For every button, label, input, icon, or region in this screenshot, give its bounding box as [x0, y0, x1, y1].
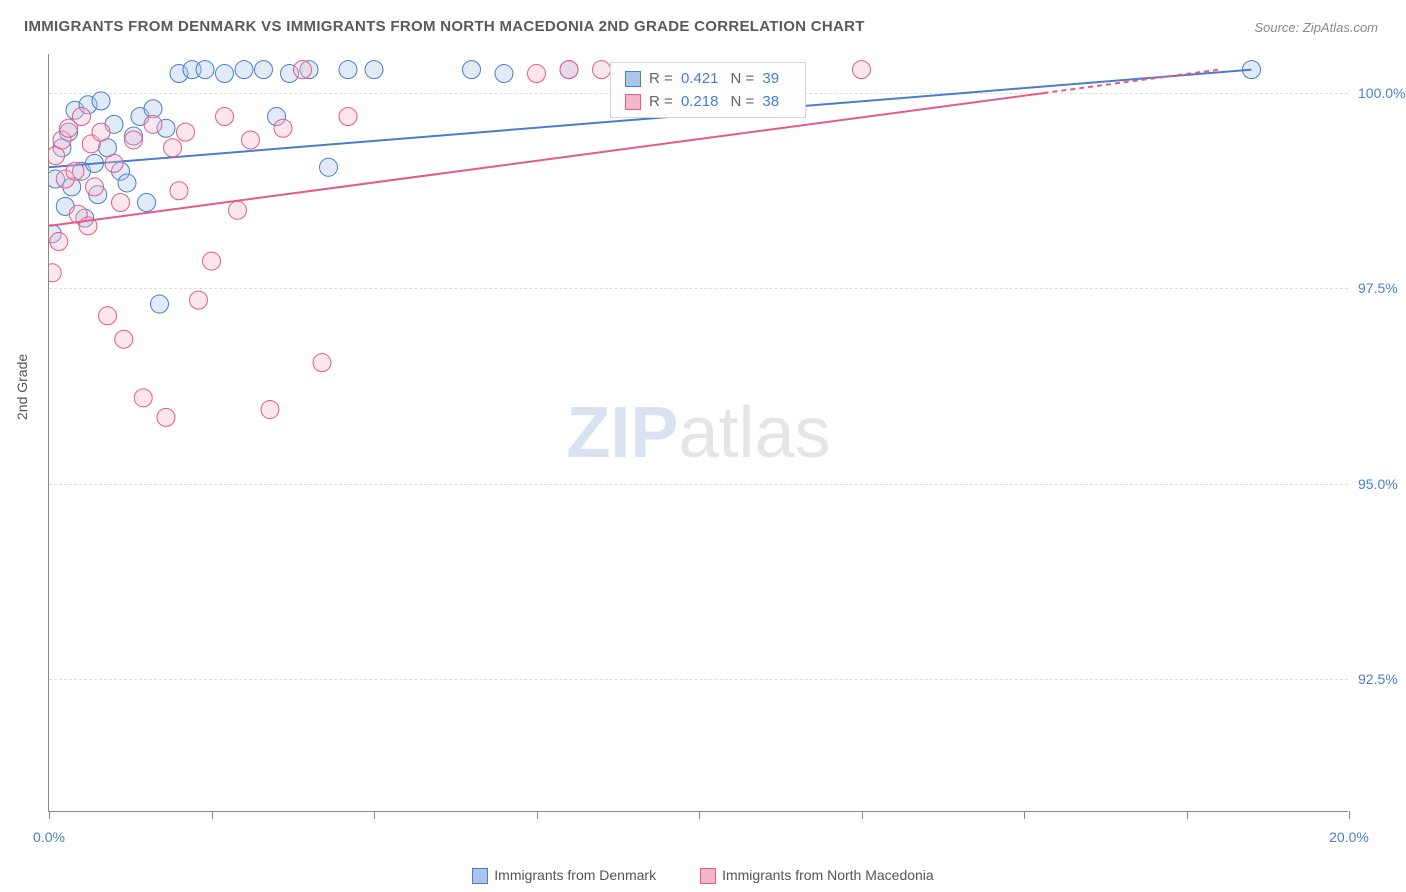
- data-point: [118, 174, 136, 192]
- xtick: [49, 811, 50, 819]
- source-label: Source: ZipAtlas.com: [1254, 20, 1378, 35]
- data-point: [560, 61, 578, 79]
- data-point: [339, 108, 357, 126]
- data-point: [242, 131, 260, 149]
- xtick: [862, 811, 863, 819]
- data-point: [115, 330, 133, 348]
- data-point: [274, 119, 292, 137]
- xtick: [374, 811, 375, 819]
- data-point: [216, 108, 234, 126]
- chart-title: IMMIGRANTS FROM DENMARK VS IMMIGRANTS FR…: [24, 18, 865, 35]
- xtick: [699, 811, 700, 819]
- data-point: [528, 65, 546, 83]
- plot-area: ZIPatlas 92.5%95.0%97.5%100.0%0.0%20.0%: [48, 54, 1348, 812]
- legend-item: Immigrants from Denmark: [472, 867, 656, 883]
- data-point: [105, 154, 123, 172]
- data-point: [495, 65, 513, 83]
- data-point: [216, 65, 234, 83]
- data-point: [86, 178, 104, 196]
- ytick-label: 97.5%: [1358, 280, 1406, 296]
- stat-n-value: 39: [762, 70, 779, 87]
- data-point: [196, 61, 214, 79]
- y-axis-label: 2nd Grade: [14, 354, 30, 420]
- data-point: [593, 61, 611, 79]
- data-point: [138, 193, 156, 211]
- stat-r-value: 0.218: [681, 93, 719, 110]
- data-point: [144, 115, 162, 133]
- xtick-label: 0.0%: [33, 829, 65, 845]
- stat-r-label: R =: [649, 70, 677, 87]
- data-point: [190, 291, 208, 309]
- data-point: [66, 162, 84, 180]
- data-point: [125, 131, 143, 149]
- data-point: [235, 61, 253, 79]
- ytick-label: 92.5%: [1358, 671, 1406, 687]
- data-point: [320, 158, 338, 176]
- xtick-label: 20.0%: [1329, 829, 1369, 845]
- data-point: [73, 108, 91, 126]
- data-point: [229, 201, 247, 219]
- legend-label: Immigrants from North Macedonia: [722, 867, 934, 883]
- data-point: [261, 401, 279, 419]
- chart-svg: [49, 54, 1349, 812]
- data-point: [50, 233, 68, 251]
- stat-n-label: N =: [730, 70, 758, 87]
- stat-n-value: 38: [762, 93, 779, 110]
- data-point: [157, 408, 175, 426]
- data-point: [134, 389, 152, 407]
- data-point: [164, 139, 182, 157]
- legend-label: Immigrants from Denmark: [494, 867, 656, 883]
- legend-item: Immigrants from North Macedonia: [700, 867, 934, 883]
- data-point: [177, 123, 195, 141]
- trend-line: [49, 93, 1044, 226]
- data-point: [151, 295, 169, 313]
- stat-row: R = 0.421 N = 39: [611, 67, 805, 90]
- stat-n-label: N =: [730, 93, 758, 110]
- xtick: [1187, 811, 1188, 819]
- stat-r-value: 0.421: [681, 70, 719, 87]
- xtick: [537, 811, 538, 819]
- data-point: [49, 264, 61, 282]
- xtick: [212, 811, 213, 819]
- data-point: [339, 61, 357, 79]
- data-point: [92, 123, 110, 141]
- data-point: [170, 182, 188, 200]
- stat-row: R = 0.218 N = 38: [611, 90, 805, 113]
- data-point: [92, 92, 110, 110]
- data-point: [313, 354, 331, 372]
- data-point: [853, 61, 871, 79]
- data-point: [294, 61, 312, 79]
- xtick: [1024, 811, 1025, 819]
- correlation-stats-box: R = 0.421 N = 39 R = 0.218 N = 38: [610, 62, 806, 118]
- data-point: [203, 252, 221, 270]
- data-point: [112, 193, 130, 211]
- ytick-label: 100.0%: [1358, 85, 1406, 101]
- legend-swatch: [700, 868, 716, 884]
- stat-r-label: R =: [649, 93, 677, 110]
- xtick: [1349, 811, 1350, 819]
- data-point: [365, 61, 383, 79]
- legend-swatch: [472, 868, 488, 884]
- data-point: [255, 61, 273, 79]
- ytick-label: 95.0%: [1358, 476, 1406, 492]
- bottom-legend: Immigrants from Denmark Immigrants from N…: [0, 867, 1406, 884]
- trend-line-ext: [1044, 70, 1220, 93]
- data-point: [99, 307, 117, 325]
- series-swatch: [625, 94, 641, 110]
- data-point: [463, 61, 481, 79]
- series-swatch: [625, 71, 641, 87]
